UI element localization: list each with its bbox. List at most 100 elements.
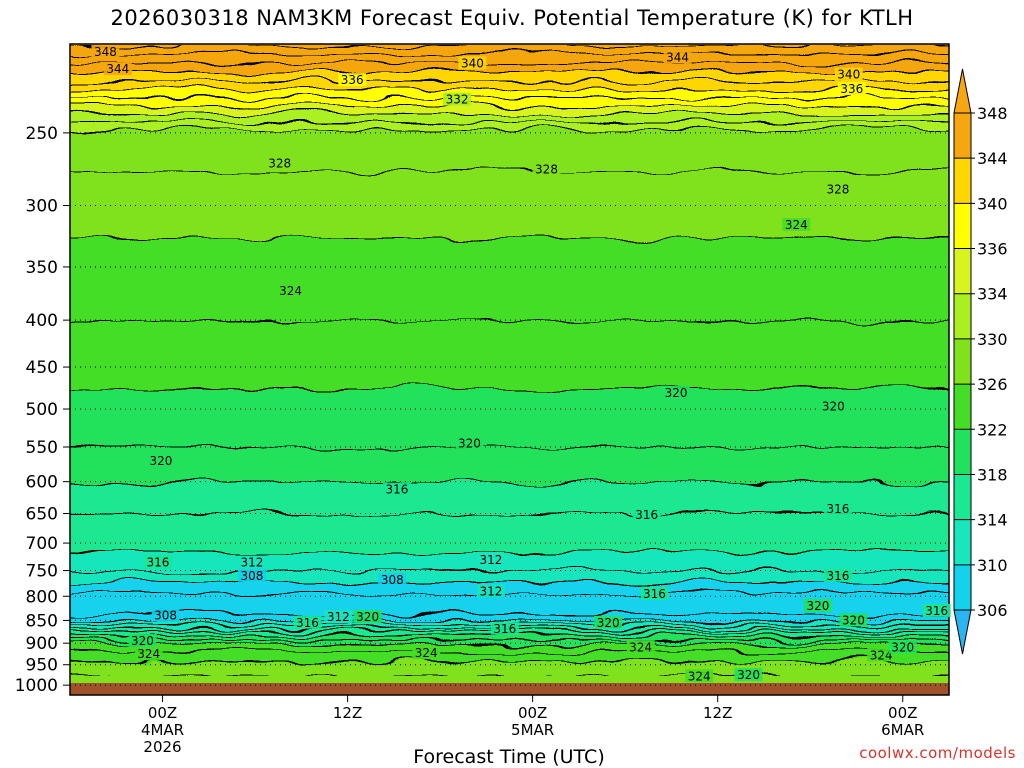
contour-label: 320 xyxy=(842,613,865,627)
contour-label-bg xyxy=(103,62,132,76)
theta-band xyxy=(70,644,949,663)
y-tick-label: 250 xyxy=(26,124,58,144)
contour-label-bg xyxy=(353,610,382,624)
contour-label-bg xyxy=(378,573,407,587)
contour-label-bg xyxy=(626,640,655,654)
contour-label-bg xyxy=(823,182,852,196)
colorbar-bottom-arrow xyxy=(953,609,972,655)
contour-label: 344 xyxy=(666,51,689,65)
contour-label: 348 xyxy=(94,45,117,59)
contour-label: 320 xyxy=(891,641,914,655)
contour-label: 320 xyxy=(597,616,620,630)
x-tick-label: 00Z xyxy=(148,704,177,722)
colorbar-segment xyxy=(954,113,971,159)
contour-label: 312 xyxy=(241,556,264,570)
contour-label-bg xyxy=(151,608,180,622)
theta-band xyxy=(70,554,949,583)
y-tick-label: 500 xyxy=(26,400,58,420)
y-tick-label: 1000 xyxy=(15,676,58,696)
theta-band xyxy=(70,106,949,115)
colorbar-label: 340 xyxy=(977,194,1008,213)
chart-title: 2026030318 NAM3KM Forecast Equiv. Potent… xyxy=(110,6,914,30)
contour-label-bg xyxy=(143,555,172,569)
contour-label: 324 xyxy=(785,218,808,232)
contour-label: 316 xyxy=(827,569,850,583)
colorbar-label: 306 xyxy=(977,601,1008,620)
y-tick-label: 450 xyxy=(26,358,58,378)
colorbar-top-arrow xyxy=(953,68,972,114)
contour-label: 316 xyxy=(296,616,319,630)
y-tick-label: 550 xyxy=(26,438,58,458)
colorbar-segment xyxy=(954,338,971,385)
contour-label-bg xyxy=(803,599,832,613)
contour-label: 324 xyxy=(870,648,893,662)
y-tick-label: 350 xyxy=(26,258,58,278)
contour-label-bg xyxy=(293,615,322,629)
contour-label-bg xyxy=(532,162,561,176)
contour-label-bg xyxy=(146,454,175,468)
contour-label-bg xyxy=(276,284,305,298)
x-tick-label: 12Z xyxy=(333,704,362,722)
contour-label: 320 xyxy=(737,668,760,682)
contour-label-bg xyxy=(490,621,519,635)
contour-label-bg xyxy=(594,615,623,629)
colorbar-label: 330 xyxy=(977,330,1008,349)
colorbar-segment xyxy=(954,248,971,294)
y-tick-label: 650 xyxy=(26,505,58,525)
contour-label-bg xyxy=(839,613,868,627)
contour-label: 316 xyxy=(925,604,948,618)
colorbar-segment xyxy=(954,158,971,204)
contour-label-bg xyxy=(662,385,691,399)
contour-label-bg xyxy=(237,555,266,569)
x-tick-label: 00Z xyxy=(518,704,547,722)
contour-label-bg xyxy=(823,568,852,582)
contour-label-bg xyxy=(237,568,266,582)
contour-label-bg xyxy=(443,92,472,106)
colorbar-segment xyxy=(954,384,971,430)
contour-label-bg xyxy=(685,669,714,683)
colorbar-label: 344 xyxy=(977,149,1008,168)
y-tick-label: 800 xyxy=(26,587,58,607)
colorbar-segment xyxy=(954,429,971,475)
contour-label-bg xyxy=(134,647,163,661)
contour-label-bg xyxy=(382,482,411,496)
contour-label-bg xyxy=(888,640,917,654)
contour-label: 332 xyxy=(446,93,469,107)
contour-label: 320 xyxy=(356,610,379,624)
contour-label-bg xyxy=(819,399,848,413)
y-tick-label: 600 xyxy=(26,473,58,493)
x-tick-label: 00Z xyxy=(888,704,917,722)
x-tick-label: 4MAR xyxy=(141,721,184,739)
x-tick-label: 12Z xyxy=(703,704,732,722)
x-tick-label: 6MAR xyxy=(881,721,924,739)
contour-label: 312 xyxy=(480,584,503,598)
contour-label: 336 xyxy=(341,73,364,87)
contour-label-bg xyxy=(837,82,866,96)
contour-label: 324 xyxy=(137,647,160,661)
colorbar-label: 334 xyxy=(977,285,1008,304)
contour-label: 320 xyxy=(806,599,829,613)
contour-label-bg xyxy=(663,50,692,64)
colorbar-label: 314 xyxy=(977,511,1008,530)
contour-label: 308 xyxy=(241,569,264,583)
colorbar-segment xyxy=(954,564,971,610)
contour-label-bg xyxy=(476,552,505,566)
contour-label-bg xyxy=(91,44,120,58)
source-credit: coolwx.com/models xyxy=(859,744,1016,762)
plot-frame xyxy=(69,43,950,696)
theta-band xyxy=(70,582,949,623)
colorbar-label: 336 xyxy=(977,240,1008,259)
y-tick-label: 950 xyxy=(26,656,58,676)
contour-label: 308 xyxy=(381,573,404,587)
contour-label: 316 xyxy=(643,587,666,601)
colorbar-segment xyxy=(954,474,971,520)
colorbar-label: 348 xyxy=(977,104,1008,123)
contour-label-bg xyxy=(782,217,811,231)
y-tick-label: 750 xyxy=(26,562,58,582)
colorbar-label: 322 xyxy=(977,420,1008,439)
contour-label-bg xyxy=(922,603,951,617)
contour-label-bg xyxy=(458,56,487,70)
contour-label: 328 xyxy=(268,157,291,171)
contour-label: 312 xyxy=(480,553,503,567)
